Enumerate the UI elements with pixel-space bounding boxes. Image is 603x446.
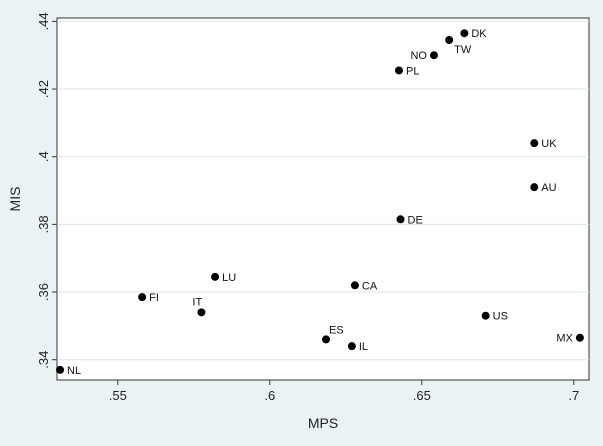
data-point-label: MX [556, 333, 573, 345]
data-point-label: PL [406, 65, 419, 77]
data-point-label: IT [192, 296, 202, 308]
y-tick-label: .34 [36, 351, 51, 369]
y-axis-title: MIS [7, 187, 23, 212]
data-point-label: NL [67, 365, 81, 377]
y-tick-label: .44 [36, 12, 51, 30]
x-axis-title: MPS [308, 415, 338, 431]
data-point-label: UK [541, 138, 557, 150]
x-axis: .55 .6 .65 .7 [109, 380, 579, 403]
data-point-lu [211, 272, 220, 281]
data-point-es [322, 335, 331, 344]
data-points: DK TW NO PL UK AU DE LU CA FI IT US MX ES IL NL [56, 28, 584, 377]
data-point-dk [460, 29, 469, 38]
y-tick-label: .42 [36, 80, 51, 98]
data-point-de [396, 215, 405, 224]
data-point-uk [530, 139, 539, 148]
data-point-tw [445, 35, 454, 44]
data-point-label: US [493, 311, 508, 323]
data-point-it [197, 308, 206, 317]
data-point-label: FI [149, 292, 159, 304]
data-point-label: CA [362, 280, 378, 292]
data-point-us [481, 311, 490, 320]
data-point-label: ES [329, 324, 344, 336]
x-tick-label: .65 [413, 388, 431, 403]
data-point-ca [350, 281, 359, 290]
data-point-label: IL [359, 341, 368, 353]
y-tick-label: .38 [36, 215, 51, 233]
grid-lines [57, 20, 589, 361]
data-point-au [530, 183, 539, 192]
data-point-mx [575, 333, 584, 342]
x-tick-label: .6 [264, 388, 275, 403]
x-tick-label: .55 [109, 388, 127, 403]
y-tick-label: .4 [36, 151, 51, 162]
data-point-label: AU [541, 182, 556, 194]
data-point-nl [56, 365, 65, 374]
data-point-label: NO [410, 50, 427, 62]
data-point-fi [138, 293, 147, 302]
data-point-pl [395, 66, 403, 75]
data-point-label: LU [222, 272, 236, 284]
x-tick-label: .7 [568, 388, 579, 403]
y-tick-label: .36 [36, 283, 51, 301]
data-point-label: DK [471, 28, 487, 40]
data-point-no [429, 51, 438, 60]
plot-area [56, 17, 590, 381]
data-point-label: TW [454, 44, 472, 56]
data-point-il [347, 342, 356, 351]
y-axis: .34 .36 .38 .4 .42 .44 [36, 12, 57, 369]
data-point-label: DE [408, 214, 423, 226]
